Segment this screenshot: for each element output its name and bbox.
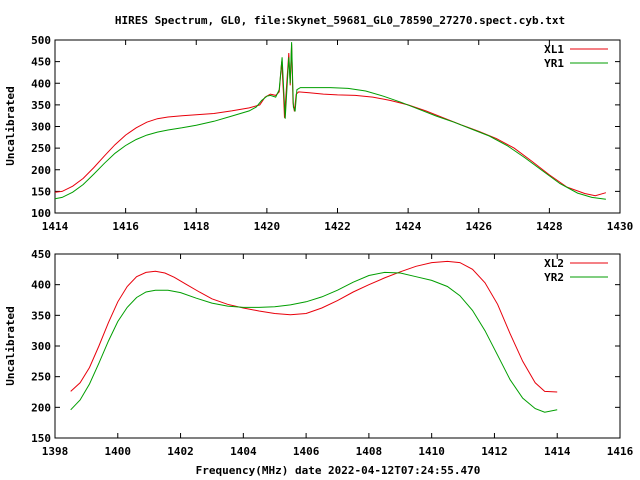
bottom-xtick-label: 1416	[607, 445, 634, 458]
bottom-xtick-label: 1404	[230, 445, 257, 458]
top-plot-ticks: 1414 1416 1418 1420 1422 1424 1426 1428 1430 100 1…	[31, 34, 633, 233]
top-legend-label-yr1: YR1	[544, 57, 564, 70]
top-xtick-label: 1416	[112, 220, 139, 233]
bottom-xtick-label: 1408	[356, 445, 383, 458]
bottom-plot-frame	[54, 253, 621, 439]
top-ytick-label: 150	[31, 185, 51, 198]
top-ytick-label: 350	[31, 99, 51, 112]
top-xtick-label: 1414	[42, 220, 69, 233]
top-ytick-label: 300	[31, 121, 51, 134]
bottom-xtick-label: 1414	[544, 445, 571, 458]
top-ytick-label: 200	[31, 164, 51, 177]
top-plot-frame	[54, 39, 621, 214]
bottom-ytick-label: 250	[31, 371, 51, 384]
top-xtick-label: 1422	[324, 220, 351, 233]
bottom-plot-lines	[70, 260, 558, 413]
chart-title: HIRES Spectrum, GL0, file:Skynet_59681_G…	[115, 14, 565, 27]
top-xtick-label: 1430	[607, 220, 634, 233]
bottom-series-xl2-line	[70, 260, 558, 393]
bottom-plot-ticks: 1398 1400 1402 1404 1406 1408 1410 1412 1414 1416…	[31, 248, 633, 458]
top-legend-label-xl1: XL1	[544, 43, 564, 56]
top-ytick-label: 250	[31, 142, 51, 155]
bottom-ytick-label: 150	[31, 432, 51, 445]
bottom-xtick-label: 1412	[481, 445, 508, 458]
bottom-xtick-label: 1406	[293, 445, 320, 458]
top-ytick-label: 400	[31, 77, 51, 90]
bottom-ytick-label: 200	[31, 401, 51, 414]
top-xtick-label: 1418	[183, 220, 210, 233]
top-ytick-label: 450	[31, 56, 51, 69]
top-plot-ylabel: Uncalibrated	[4, 86, 17, 165]
bottom-series-yr2-line	[70, 271, 558, 413]
bottom-xtick-label: 1410	[418, 445, 445, 458]
top-ytick-label: 100	[31, 207, 51, 220]
top-xtick-label: 1420	[254, 220, 281, 233]
bottom-ytick-label: 400	[31, 279, 51, 292]
bottom-legend-label-yr2: YR2	[544, 271, 564, 284]
top-xtick-label: 1428	[536, 220, 563, 233]
bottom-xtick-label: 1400	[105, 445, 132, 458]
bottom-xtick-label: 1402	[167, 445, 194, 458]
bottom-ytick-label: 450	[31, 248, 51, 261]
bottom-xtick-label: 1398	[42, 445, 69, 458]
chart-xlabel: Frequency(MHz) date 2022-04-12T07:24:55.…	[196, 464, 481, 477]
top-plot-lines	[54, 42, 607, 200]
bottom-plot: Uncalibrated 1398 1400 1402 1404 1406 1408 141…	[4, 248, 634, 458]
top-xtick-label: 1426	[466, 220, 493, 233]
bottom-ytick-label: 350	[31, 309, 51, 322]
bottom-ytick-label: 300	[31, 340, 51, 353]
top-plot: Uncalibrated 1414 1416 1418 1420 1422 1424 142…	[4, 34, 633, 233]
top-series-xl1-line	[54, 44, 607, 197]
bottom-legend-label-xl2: XL2	[544, 257, 564, 270]
top-series-yr1-line	[54, 42, 606, 200]
top-ytick-label: 500	[31, 34, 51, 47]
bottom-plot-ylabel: Uncalibrated	[4, 306, 17, 385]
top-xtick-label: 1424	[395, 220, 422, 233]
